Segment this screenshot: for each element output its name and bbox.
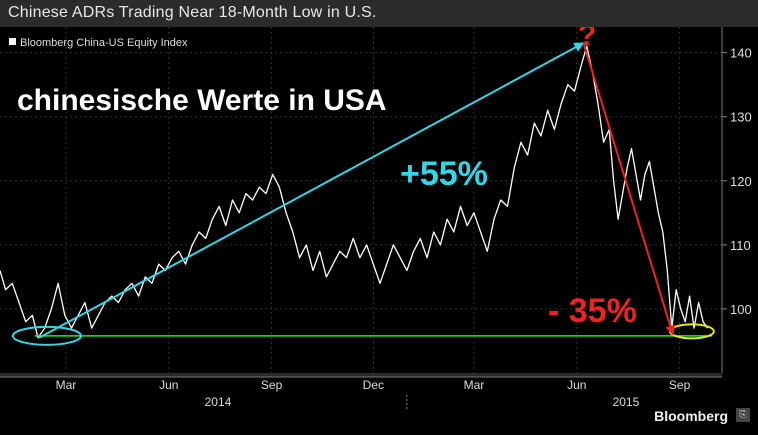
chart-title: Chinese ADRs Trading Near 18-Month Low i… <box>8 4 377 21</box>
x-tick-label: Mar <box>56 378 77 392</box>
y-tick-label: 110 <box>730 238 751 253</box>
series-line <box>0 45 709 339</box>
x-tick-label: Jun <box>159 378 178 392</box>
rise-percent-label: +55% <box>400 155 488 193</box>
chart-area: 100 110 120 130 140 Mar Jun Sep Dec Mar Jun Sep 2014… <box>0 19 758 430</box>
y-tick-label: 120 <box>730 174 752 189</box>
rise-arrow <box>38 42 585 339</box>
x-tick-label: Mar <box>464 378 485 392</box>
x-tick-label: Jun <box>567 378 586 392</box>
heading-annotation: chinesische Werte in USA <box>17 84 387 117</box>
low-oval <box>11 325 82 346</box>
question-mark-label: ? <box>578 27 596 52</box>
y-tick-label: 100 <box>730 302 752 317</box>
bloomberg-logo: Bloomberg <box>654 408 728 424</box>
fall-arrow <box>582 42 676 336</box>
legend-swatch <box>9 38 16 45</box>
title-bar: Chinese ADRs Trading Near 18-Month Low i… <box>0 0 758 27</box>
year-label: 2014 <box>205 395 232 409</box>
chart-background <box>0 27 758 430</box>
clipboard-icon[interactable]: ⎘ <box>736 408 750 422</box>
x-tick-label: Sep <box>669 378 691 392</box>
fall-percent-label: - 35% <box>548 292 637 330</box>
x-tick-label: Dec <box>363 378 384 392</box>
y-tick-label: 130 <box>730 110 752 125</box>
x-axis-band <box>0 373 722 377</box>
legend-label: Bloomberg China-US Equity Index <box>20 37 188 49</box>
chart-svg: 100 110 120 130 140 Mar Jun Sep Dec Mar Jun Sep 2014… <box>0 19 758 430</box>
y-tick-label: 140 <box>730 46 752 61</box>
year-label: 2015 <box>613 395 640 409</box>
x-tick-label: Sep <box>261 378 283 392</box>
